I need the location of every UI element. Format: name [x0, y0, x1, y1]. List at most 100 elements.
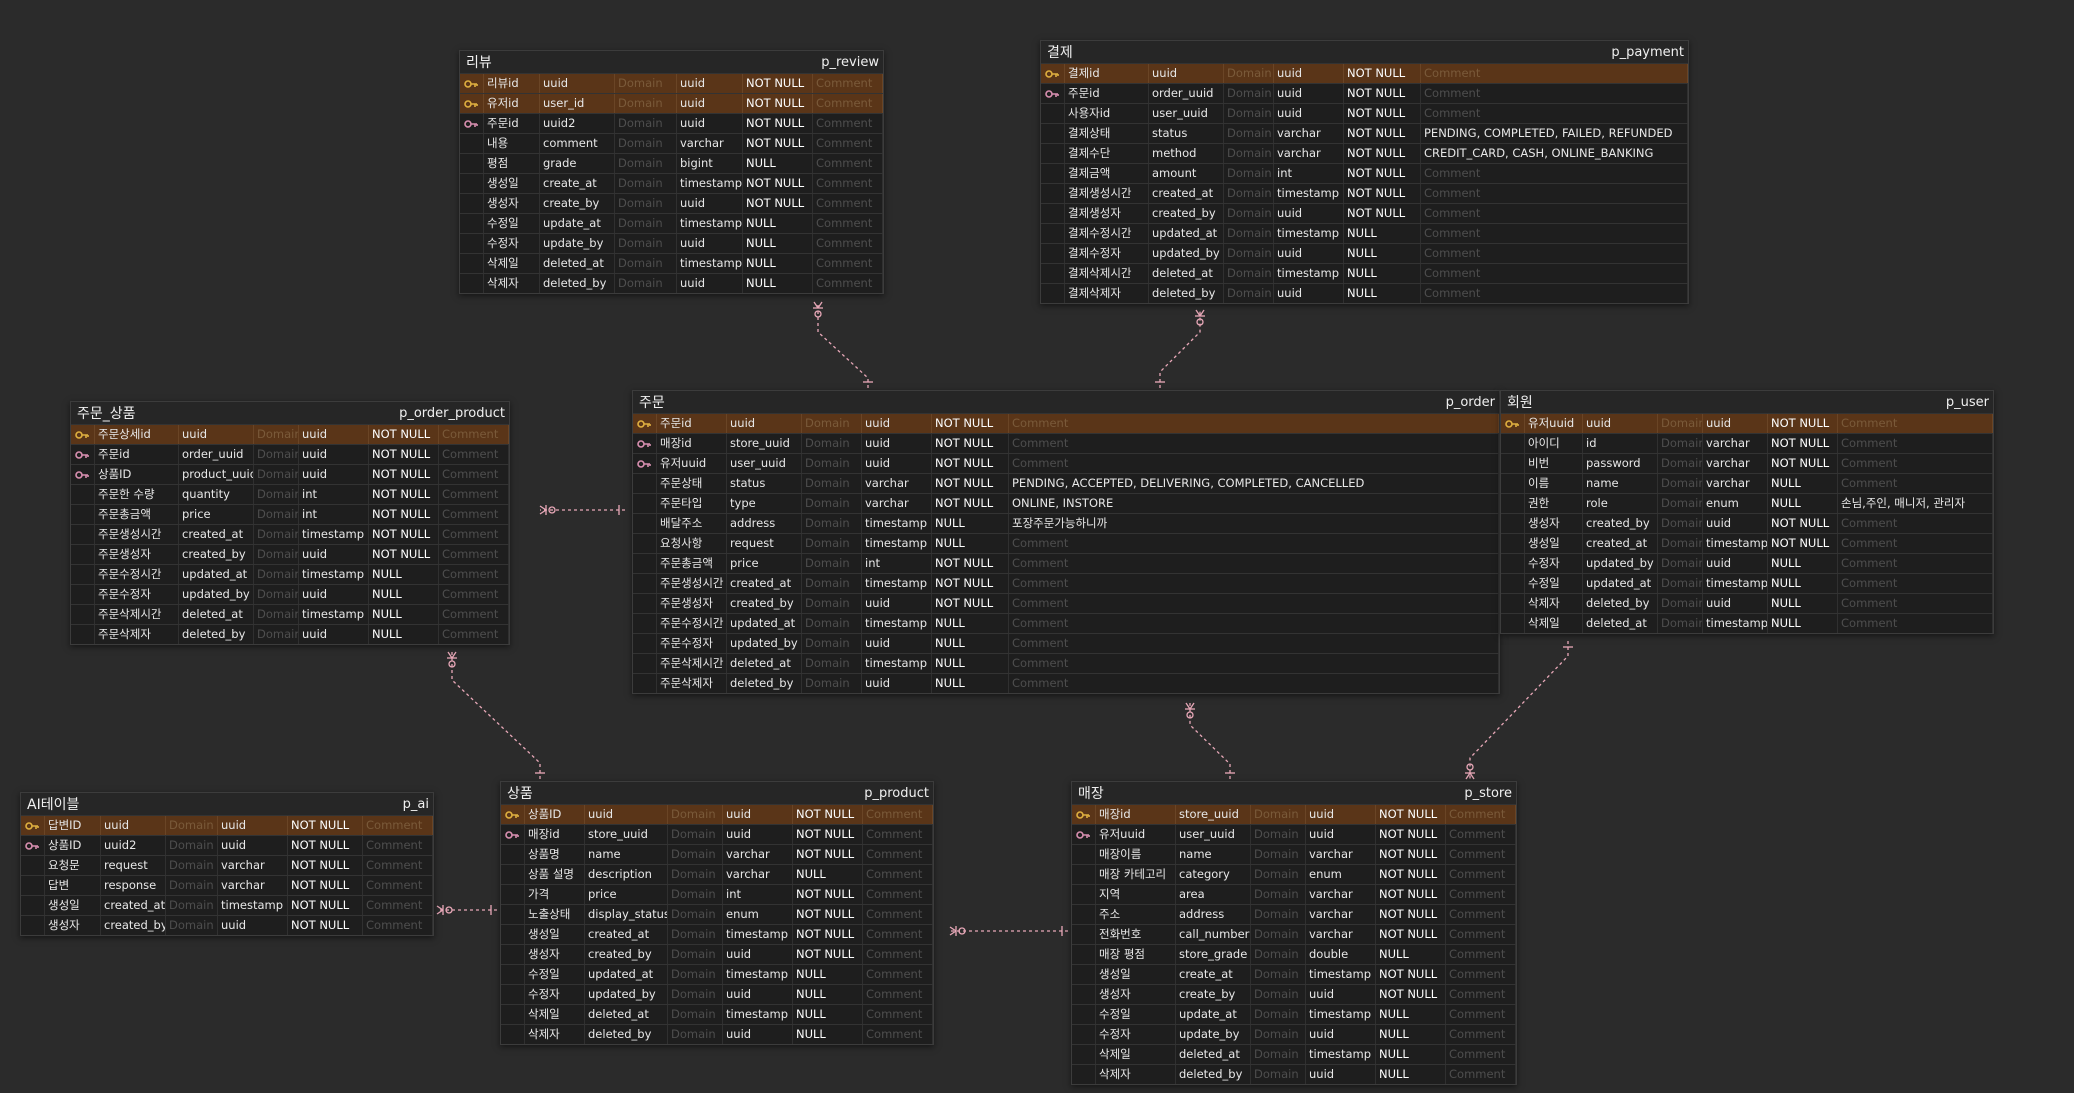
column-row[interactable]: 결제수정시간 updated_at Domain timestamp NULL Comme…	[1041, 223, 1688, 243]
entity-p-review[interactable]: 리뷰 p_review 리뷰id uuid Domain uuid NOT NULL Comm…	[459, 50, 884, 294]
column-row[interactable]: 결제상태 status Domain varchar NOT NULL PENDING, …	[1041, 123, 1688, 143]
column-row[interactable]: 수정일 updated_at Domain timestamp NULL Comment	[1501, 573, 1993, 593]
column-row[interactable]: 결제수정자 updated_by Domain uuid NULL Comment	[1041, 243, 1688, 263]
column-row[interactable]: 주문수정자 updated_by Domain uuid NULL Comment	[633, 633, 1499, 653]
column-row[interactable]: 매장id store_uuid Domain uuid NOT NULL Comment	[501, 824, 933, 844]
entity-p-payment[interactable]: 결제 p_payment 결제id uuid Domain uuid NOT NULL Com…	[1040, 40, 1689, 304]
relationship-p-user-to-p-store[interactable]	[1465, 641, 1573, 780]
column-row[interactable]: 답변ID uuid Domain uuid NOT NULL Comment	[21, 815, 433, 835]
column-row[interactable]: 수정자 updated_by Domain uuid NULL Comment	[1501, 553, 1993, 573]
column-row[interactable]: 수정자 update_by Domain uuid NULL Comment	[1072, 1024, 1516, 1044]
column-row[interactable]: 결제id uuid Domain uuid NOT NULL Comment	[1041, 63, 1688, 83]
column-row[interactable]: 수정자 update_by Domain uuid NULL Comment	[460, 233, 883, 253]
relationship-p-order-to-p-payment[interactable]	[1155, 309, 1205, 388]
column-row[interactable]: 상품ID uuid2 Domain uuid NOT NULL Comment	[21, 835, 433, 855]
column-row[interactable]: 주문수정자 updated_by Domain uuid NULL Comment	[71, 584, 509, 604]
column-row[interactable]: 수정일 updated_at Domain timestamp NULL Comment	[501, 964, 933, 984]
column-row[interactable]: 상품ID uuid Domain uuid NOT NULL Comment	[501, 804, 933, 824]
column-row[interactable]: 주문타입 type Domain varchar NOT NULL ONLINE, INS…	[633, 493, 1499, 513]
column-row[interactable]: 주문삭제시간 deleted_at Domain timestamp NULL Comme…	[71, 604, 509, 624]
column-row[interactable]: 매장id store_uuid Domain uuid NOT NULL Comment	[633, 433, 1499, 453]
entity-header[interactable]: 결제 p_payment	[1041, 41, 1688, 63]
column-row[interactable]: 유저id user_id Domain uuid NOT NULL Comment	[460, 93, 883, 113]
column-row[interactable]: 삭제자 deleted_by Domain uuid NULL Comment	[460, 273, 883, 293]
column-row[interactable]: 주문삭제자 deleted_by Domain uuid NULL Comment	[71, 624, 509, 644]
column-row[interactable]: 생성자 create_by Domain uuid NOT NULL Comment	[1072, 984, 1516, 1004]
column-row[interactable]: 권한 role Domain enum NULL 손님,주인, 매니저, 관리자	[1501, 493, 1993, 513]
entity-header[interactable]: 주문 p_order	[633, 391, 1499, 413]
column-row[interactable]: 주문생성자 created_by Domain uuid NOT NULL Comment	[633, 593, 1499, 613]
column-row[interactable]: 상품명 name Domain varchar NOT NULL Comment	[501, 844, 933, 864]
entity-header[interactable]: 매장 p_store	[1072, 782, 1516, 804]
column-row[interactable]: 생성자 created_by Domain uuid NOT NULL Comment	[21, 915, 433, 935]
column-row[interactable]: 매장이름 name Domain varchar NOT NULL Comment	[1072, 844, 1516, 864]
column-row[interactable]: 답변 response Domain varchar NOT NULL Comment	[21, 875, 433, 895]
relationship-p-store-to-p-order[interactable]	[1185, 702, 1235, 779]
column-row[interactable]: 전화번호 call_number Domain varchar NOT NULL Comm…	[1072, 924, 1516, 944]
column-row[interactable]: 주문총금액 price Domain int NOT NULL Comment	[71, 504, 509, 524]
relationship-p-product-to-p-ai[interactable]	[436, 905, 497, 915]
column-row[interactable]: 생성일 created_at Domain timestamp NOT NULL Comm…	[501, 924, 933, 944]
column-row[interactable]: 수정일 update_at Domain timestamp NULL Comment	[460, 213, 883, 233]
column-row[interactable]: 삭제자 deleted_by Domain uuid NULL Comment	[1072, 1064, 1516, 1084]
column-row[interactable]: 삭제자 deleted_by Domain uuid NULL Comment	[501, 1024, 933, 1044]
entity-p-store[interactable]: 매장 p_store 매장id store_uuid Domain uuid NOT NUL…	[1071, 781, 1517, 1085]
column-row[interactable]: 생성자 created_by Domain uuid NOT NULL Comment	[501, 944, 933, 964]
column-row[interactable]: 주문생성시간 created_at Domain timestamp NOT NULL C…	[71, 524, 509, 544]
column-row[interactable]: 결제삭제시간 deleted_at Domain timestamp NULL Comme…	[1041, 263, 1688, 283]
entity-header[interactable]: 주문_상품 p_order_product	[71, 402, 509, 424]
column-row[interactable]: 수정자 updated_by Domain uuid NULL Comment	[501, 984, 933, 1004]
column-row[interactable]: 생성일 create_at Domain timestamp NOT NULL Comme…	[460, 173, 883, 193]
column-row[interactable]: 평점 grade Domain bigint NULL Comment	[460, 153, 883, 173]
column-row[interactable]: 요청문 request Domain varchar NOT NULL Comment	[21, 855, 433, 875]
column-row[interactable]: 주문삭제시간 deleted_at Domain timestamp NULL Comme…	[633, 653, 1499, 673]
column-row[interactable]: 주문id uuid2 Domain uuid NOT NULL Comment	[460, 113, 883, 133]
column-row[interactable]: 생성자 create_by Domain uuid NOT NULL Comment	[460, 193, 883, 213]
column-row[interactable]: 결제금액 amount Domain int NOT NULL Comment	[1041, 163, 1688, 183]
column-row[interactable]: 상품ID product_uuid Domain uuid NOT NULL Commen…	[71, 464, 509, 484]
entity-p-product[interactable]: 상품 p_product 상품ID uuid Domain uuid NOT NULL Com…	[500, 781, 934, 1045]
entity-p-order-product[interactable]: 주문_상품 p_order_product 주문상세id uuid Domain uuid…	[70, 401, 510, 645]
column-row[interactable]: 비번 password Domain varchar NOT NULL Comment	[1501, 453, 1993, 473]
column-row[interactable]: 수정일 update_at Domain timestamp NULL Comment	[1072, 1004, 1516, 1024]
column-row[interactable]: 요청사항 request Domain timestamp NULL Comment	[633, 533, 1499, 553]
column-row[interactable]: 주소 address Domain varchar NOT NULL Comment	[1072, 904, 1516, 924]
column-row[interactable]: 주문id uuid Domain uuid NOT NULL Comment	[633, 413, 1499, 433]
column-row[interactable]: 주문삭제자 deleted_by Domain uuid NULL Comment	[633, 673, 1499, 693]
column-row[interactable]: 주문생성자 created_by Domain uuid NOT NULL Comment	[71, 544, 509, 564]
column-row[interactable]: 주문id order_uuid Domain uuid NOT NULL Comment	[1041, 83, 1688, 103]
column-row[interactable]: 주문한 수량 quantity Domain int NOT NULL Comment	[71, 484, 509, 504]
column-row[interactable]: 주문수정시간 updated_at Domain timestamp NULL Comme…	[71, 564, 509, 584]
column-row[interactable]: 유저uuid user_uuid Domain uuid NOT NULL Comment	[633, 453, 1499, 473]
entity-header[interactable]: 회원 p_user	[1501, 391, 1993, 413]
column-row[interactable]: 삭제일 deleted_at Domain timestamp NULL Comment	[501, 1004, 933, 1024]
column-row[interactable]: 생성일 create_at Domain timestamp NOT NULL Comme…	[1072, 964, 1516, 984]
column-row[interactable]: 생성자 created_by Domain uuid NOT NULL Comment	[1501, 513, 1993, 533]
column-row[interactable]: 내용 comment Domain varchar NOT NULL Comment	[460, 133, 883, 153]
column-row[interactable]: 사용자id user_uuid Domain uuid NOT NULL Comment	[1041, 103, 1688, 123]
entity-p-user[interactable]: 회원 p_user 유저uuid uuid Domain uuid NOT NULL Comm…	[1500, 390, 1994, 634]
column-row[interactable]: 주문총금액 price Domain int NOT NULL Comment	[633, 553, 1499, 573]
entity-p-ai[interactable]: AI테이블 p_ai 답변ID uuid Domain uuid NOT NULL Comme…	[20, 792, 434, 936]
column-row[interactable]: 결제생성자 created_by Domain uuid NOT NULL Comment	[1041, 203, 1688, 223]
column-row[interactable]: 매장 평점 store_grade Domain double NULL Comment	[1072, 944, 1516, 964]
column-row[interactable]: 리뷰id uuid Domain uuid NOT NULL Comment	[460, 73, 883, 93]
column-row[interactable]: 주문id order_uuid Domain uuid NOT NULL Comment	[71, 444, 509, 464]
column-row[interactable]: 결제삭제자 deleted_by Domain uuid NULL Comment	[1041, 283, 1688, 303]
column-row[interactable]: 삭제일 deleted_at Domain timestamp NULL Comment	[1072, 1044, 1516, 1064]
column-row[interactable]: 삭제일 deleted_at Domain timestamp NULL Comment	[1501, 613, 1993, 633]
relationship-p-product-to-p-order-product[interactable]	[447, 651, 545, 779]
column-row[interactable]: 유저uuid user_uuid Domain uuid NOT NULL Comment	[1072, 824, 1516, 844]
column-row[interactable]: 이름 name Domain varchar NULL Comment	[1501, 473, 1993, 493]
column-row[interactable]: 매장id store_uuid Domain uuid NOT NULL Comment	[1072, 804, 1516, 824]
column-row[interactable]: 노출상태 display_status Domain enum NOT NULL Comm…	[501, 904, 933, 924]
relationship-p-order-to-p-review[interactable]	[813, 301, 873, 388]
column-row[interactable]: 상품 설명 description Domain varchar NULL Comment	[501, 864, 933, 884]
column-row[interactable]: 유저uuid uuid Domain uuid NOT NULL Comment	[1501, 413, 1993, 433]
column-row[interactable]: 아이디 id Domain varchar NOT NULL Comment	[1501, 433, 1993, 453]
entity-header[interactable]: AI테이블 p_ai	[21, 793, 433, 815]
entity-header[interactable]: 리뷰 p_review	[460, 51, 883, 73]
column-row[interactable]: 결제생성시간 created_at Domain timestamp NOT NULL C…	[1041, 183, 1688, 203]
column-row[interactable]: 배달주소 address Domain timestamp NULL 포장주문가능하니까	[633, 513, 1499, 533]
